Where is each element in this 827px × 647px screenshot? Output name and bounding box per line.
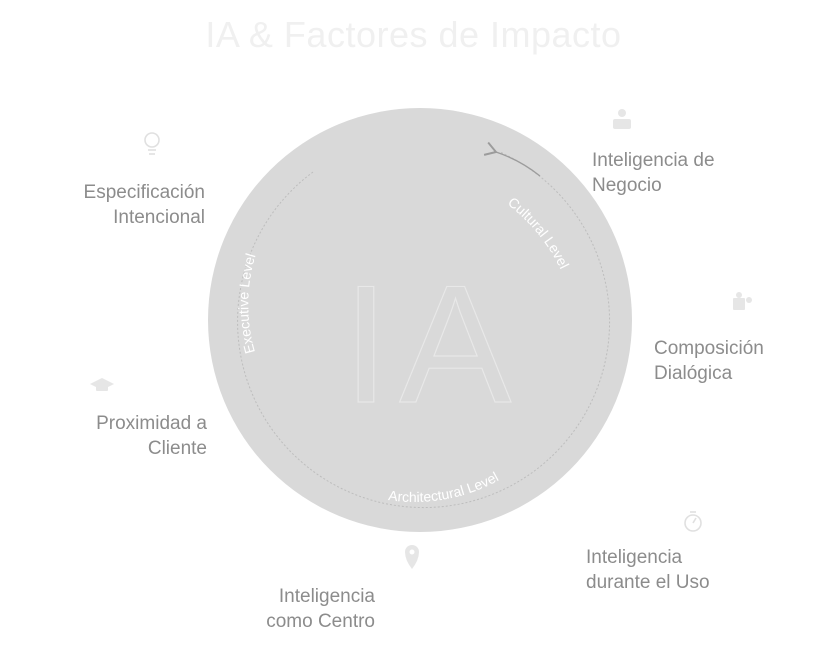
factor-proximidad-a-cliente: Proximidad a Cliente <box>20 411 207 461</box>
factor-line: durante el Uso <box>586 572 710 593</box>
lightbulb-icon <box>144 132 160 155</box>
factor-especificacion-intencional: Especificación Intencional <box>20 180 205 230</box>
factor-line: como Centro <box>266 611 375 632</box>
map-pin-icon <box>405 545 419 569</box>
factor-line: Composición <box>654 338 764 359</box>
executive-level-label: Executive Level <box>235 251 258 355</box>
business-person-icon <box>613 109 631 129</box>
factor-line: Inteligencia <box>278 586 375 607</box>
factor-inteligencia-como-centro: Inteligencia como Centro <box>200 584 375 634</box>
stopwatch-icon <box>684 511 702 532</box>
factor-line: Inteligencia de <box>592 150 715 171</box>
orbit-path <box>237 151 611 509</box>
factor-composicion-dialogica: Composición Dialógica <box>654 336 814 386</box>
factor-line: Dialógica <box>654 363 733 384</box>
center-label: IA <box>343 250 522 438</box>
factor-line: Especificación <box>83 182 205 203</box>
factor-line: Cliente <box>147 438 207 459</box>
center-circle <box>208 108 632 532</box>
factor-line: Negocio <box>592 175 662 196</box>
puzzle-icon <box>733 292 752 310</box>
factor-inteligencia-durante-el-uso: Inteligencia durante el Uso <box>586 545 766 595</box>
graduation-cap-icon <box>90 378 114 391</box>
factor-line: Intencional <box>113 207 205 228</box>
orbit-arrow <box>483 141 541 177</box>
diagram-title: IA & Factores de Impacto <box>205 14 622 55</box>
factor-inteligencia-de-negocio: Inteligencia de Negocio <box>592 148 792 198</box>
factor-line: Inteligencia <box>586 547 683 568</box>
factor-line: Proximidad a <box>96 413 207 434</box>
